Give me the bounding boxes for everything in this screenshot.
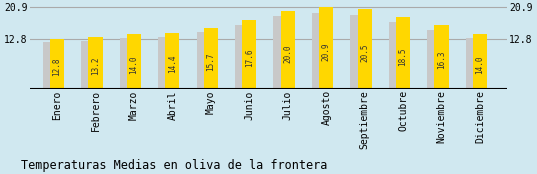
- Bar: [273, 16, 288, 89]
- Text: 16.3: 16.3: [437, 51, 446, 69]
- Text: Temperaturas Medias en oliva de la frontera: Temperaturas Medias en oliva de la front…: [21, 159, 328, 172]
- Text: 17.6: 17.6: [245, 49, 254, 67]
- Bar: [88, 37, 103, 89]
- Bar: [427, 30, 441, 89]
- Text: 20.5: 20.5: [360, 44, 369, 62]
- Text: 14.0: 14.0: [129, 55, 139, 74]
- Bar: [165, 33, 179, 89]
- Bar: [120, 38, 134, 89]
- Bar: [312, 13, 326, 89]
- Bar: [158, 37, 172, 89]
- Text: 13.2: 13.2: [91, 56, 100, 75]
- Bar: [50, 39, 64, 89]
- Bar: [242, 20, 256, 89]
- Text: 14.0: 14.0: [476, 55, 484, 74]
- Bar: [81, 41, 96, 89]
- Bar: [389, 22, 403, 89]
- Bar: [466, 38, 480, 89]
- Text: 14.4: 14.4: [168, 54, 177, 73]
- Bar: [235, 25, 249, 89]
- Text: 15.7: 15.7: [206, 52, 215, 70]
- Bar: [281, 11, 295, 89]
- Bar: [319, 7, 333, 89]
- Bar: [351, 15, 365, 89]
- Bar: [204, 28, 218, 89]
- Text: 18.5: 18.5: [398, 47, 408, 66]
- Text: 12.8: 12.8: [53, 57, 61, 76]
- Bar: [127, 34, 141, 89]
- Text: 20.0: 20.0: [283, 45, 292, 63]
- Bar: [396, 17, 410, 89]
- Bar: [43, 42, 57, 89]
- Bar: [197, 32, 211, 89]
- Bar: [434, 25, 449, 89]
- Bar: [358, 9, 372, 89]
- Text: 20.9: 20.9: [322, 43, 331, 61]
- Bar: [473, 34, 487, 89]
